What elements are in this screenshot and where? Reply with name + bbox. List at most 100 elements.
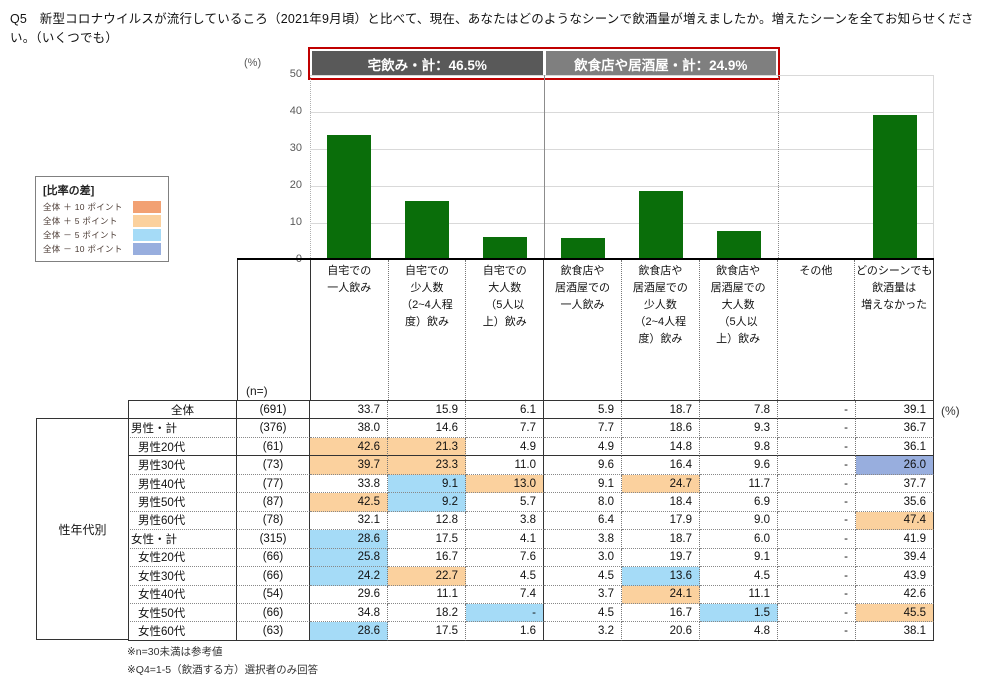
table-cell: 17.5 [388,530,466,549]
y-tick-label: 20 [289,179,302,191]
row-n-value: (66) [237,603,310,623]
bar-chart-plot-area [310,75,934,260]
table-cell: 4.5 [544,603,622,623]
table-cell: 1.5 [700,603,778,623]
table-cell: 19.7 [622,548,700,568]
table-cell: - [778,493,856,512]
column-header-6: 飲食店や 居酒屋での 大人数 （5人以 上）飲み [700,260,778,400]
table-cell: 36.1 [856,437,934,457]
footnote-2: ※Q4=1-5（飲酒する方）選択者のみ回答 [127,664,319,676]
table-cell: 33.7 [310,401,388,420]
bar-4 [561,238,605,260]
table-cell: 12.8 [388,511,466,531]
table-cell: 18.7 [622,401,700,420]
legend-swatch-plus5 [133,215,161,227]
table-cell: 8.0 [544,493,622,512]
table-cell: 15.9 [388,401,466,420]
table-cell: 17.5 [388,622,466,641]
footnote-1: ※n=30未満は参考値 [127,646,223,658]
table-cell: 11.1 [388,585,466,604]
legend-title: [比率の差] [43,185,95,197]
table-cell: 7.8 [700,401,778,420]
table-cell: - [778,567,856,586]
table-cell: 3.8 [544,530,622,549]
table-cell: 26.0 [856,456,934,475]
table-cell: 6.0 [700,530,778,549]
table-cell: - [778,456,856,475]
table-cell: 5.7 [466,493,544,512]
table-cell: 39.1 [856,401,934,420]
x-axis-line [237,258,934,260]
table-cell: 1.6 [466,622,544,641]
table-cell: 29.6 [310,585,388,604]
page-title: Q5 新型コロナウイルスが流行しているころ（2021年9月頃）と比べて、現在、あ… [10,12,974,45]
row-n-value: (78) [237,511,310,531]
table-cell: 14.6 [388,419,466,438]
restaurant-other-divider [778,75,779,260]
plot-left-edge [310,75,311,260]
table-cell: 11.1 [700,585,778,604]
table-cell: 16.7 [622,603,700,623]
table-cell: - [778,603,856,623]
table-cell: 11.7 [700,474,778,494]
table-row: 男性30代 (73) 39.7 23.3 11.0 9.6 16.4 9.6-26.0 [128,456,934,475]
table-cell: 9.1 [388,474,466,494]
row-label: 女性40代 [128,585,237,604]
bar-5 [639,190,683,260]
column-header-5: 飲食店や 居酒屋での 少人数 （2~4人程 度）飲み [622,260,700,400]
table-cell: 13.0 [466,474,544,494]
table-cell: - [778,419,856,438]
table-cell: 42.6 [310,437,388,457]
legend-item: 全体 ＋ 10 ポイント [43,201,161,213]
legend-items: 全体 ＋ 10 ポイント 全体 ＋ 5 ポイント 全体 － 5 ポイント 全体 － 1… [43,201,161,255]
y-tick-label: 40 [289,105,302,117]
bar-6 [717,231,761,260]
table-cell: 47.4 [856,511,934,531]
table-row: 女性40代 (54) 29.6 11.1 7.4 3.7 24.1 11.1-42.6 [128,585,934,604]
table-cell: 3.8 [466,511,544,531]
legend-item-label: 全体 － 10 ポイント [43,244,123,254]
table-header-row: (n=) 自宅での 一人飲み 自宅での 少人数 （2~4人程 度）飲み 自宅での 大… [237,260,934,400]
table-cell: 32.1 [310,511,388,531]
column-header-8: どのシーンでも 飲酒量は 増えなかった [855,265,933,312]
row-n-value: (54) [237,585,310,604]
column-header-1: 自宅での 一人飲み [311,260,389,400]
table-cell: 18.7 [622,530,700,549]
legend-item-label: 全体 ＋ 10 ポイント [43,202,123,212]
y-tick-label: 30 [289,142,302,154]
table-cell: 4.8 [700,622,778,641]
table-cell: 35.6 [856,493,934,512]
table-cell: 4.5 [544,567,622,586]
table-row: 男性60代 (78) 32.1 12.8 3.8 6.4 17.9 9.0-47.4 [128,511,934,531]
table-cell: 9.1 [544,474,622,494]
legend-item: 全体 － 10 ポイント [43,243,161,255]
row-label: 男性30代 [128,456,237,475]
table-cell: - [778,474,856,494]
table-cell: 45.5 [856,603,934,623]
row-label: 男性60代 [128,511,237,531]
table-cell: 39.7 [310,456,388,475]
row-n-value: (73) [237,456,310,475]
legend-swatch-plus10 [133,201,161,213]
table-cell: 7.7 [466,419,544,438]
column-header-3: 自宅での 大人数 （5人以 上）飲み [466,260,545,400]
bar-1 [327,135,371,260]
row-n-value: (63) [237,622,310,641]
table-cell: 14.8 [622,437,700,457]
gridline [310,75,934,76]
table-cell: - [778,548,856,568]
table-cell: 23.3 [388,456,466,475]
table-cell: 43.9 [856,567,934,586]
table-cell: 3.2 [544,622,622,641]
table-cell: 22.7 [388,567,466,586]
table-cell: 28.6 [310,530,388,549]
table-cell: - [778,530,856,549]
bar-3 [483,237,527,260]
table-cell: - [778,401,856,420]
table-cell: 25.8 [310,548,388,568]
table-cell: 42.5 [310,493,388,512]
table-cell: 24.1 [622,585,700,604]
row-n-value: (66) [237,548,310,568]
bar-8 [873,115,917,260]
